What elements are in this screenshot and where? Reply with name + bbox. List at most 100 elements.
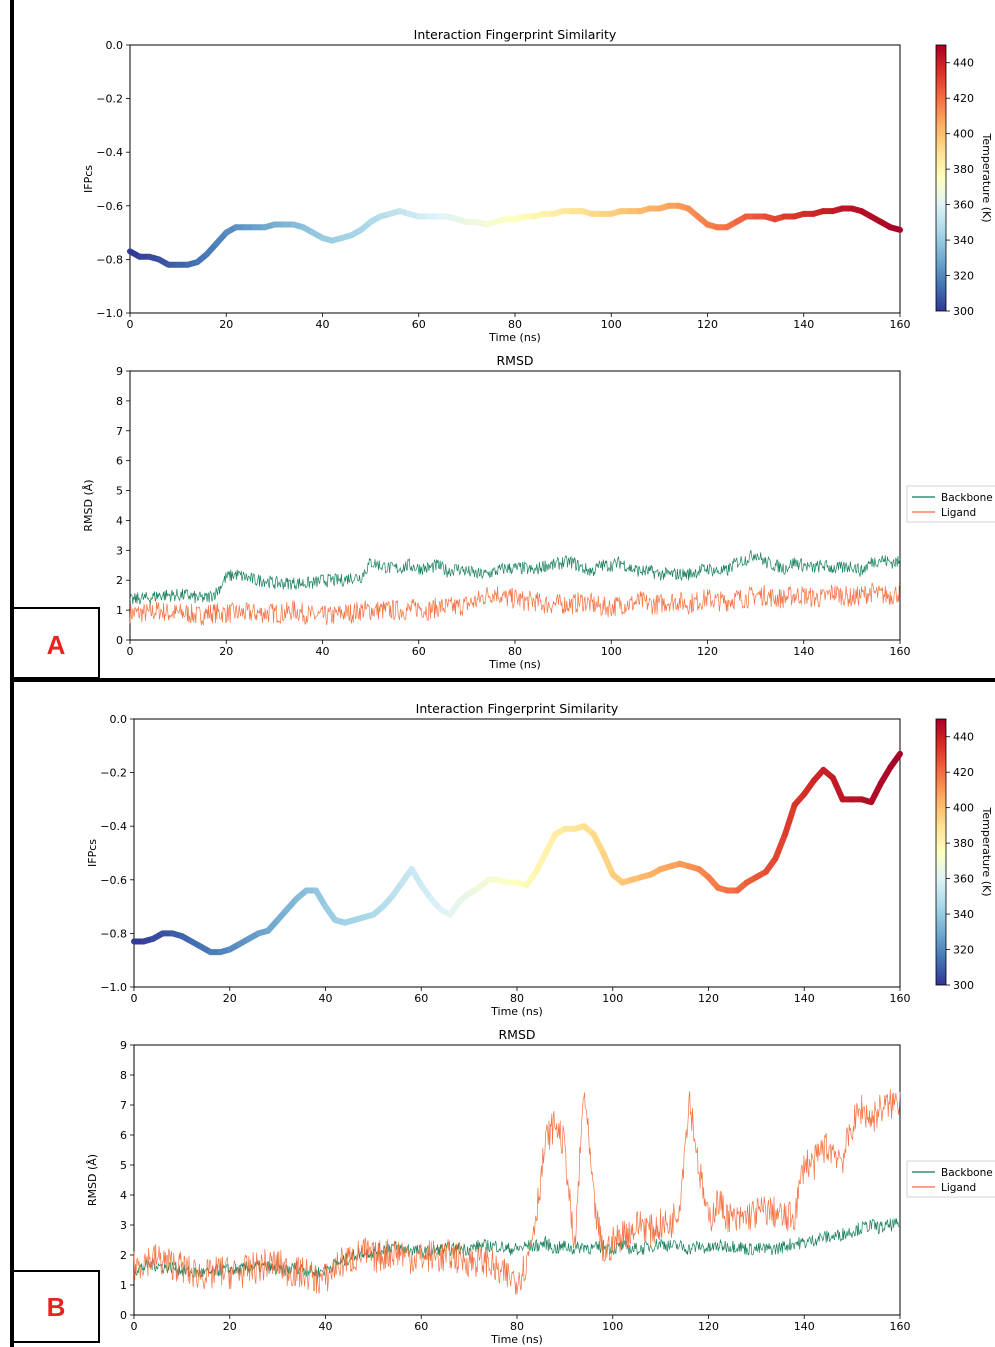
y-tick-label: 5 bbox=[120, 1159, 127, 1172]
chart-title: RMSD bbox=[496, 353, 533, 368]
ifp-segment bbox=[887, 750, 903, 771]
x-tick-label: 0 bbox=[127, 645, 134, 658]
colorbar-tick-label: 440 bbox=[953, 57, 974, 70]
chart-B-rmsd: RMSD 0 20 40 60 80 100 120 140 160 Time (ns) 0 1 2 3 4 5… bbox=[86, 1027, 995, 1346]
series-backbone bbox=[129, 549, 901, 605]
colorbar-tick-label: 300 bbox=[953, 305, 974, 318]
x-tick-label: 100 bbox=[602, 992, 623, 1005]
y-tick-label: −1.0 bbox=[96, 307, 123, 320]
y-tick-label: 0 bbox=[120, 1309, 127, 1322]
ifp-segment bbox=[868, 780, 884, 806]
colorbar-tick-label: 420 bbox=[953, 766, 974, 779]
ifp-series bbox=[131, 750, 903, 956]
ifp-segment bbox=[312, 887, 329, 910]
chart-title: RMSD bbox=[498, 1027, 535, 1042]
series-ligand bbox=[129, 582, 901, 626]
x-tick-label: 120 bbox=[698, 992, 719, 1005]
x-tick-label: 160 bbox=[890, 318, 911, 331]
y-tick-label: 7 bbox=[116, 425, 123, 438]
y-axis: 0.0 −0.2 −0.4 −0.6 −0.8 −1.0 bbox=[100, 713, 134, 994]
x-tick-label: 20 bbox=[223, 1320, 237, 1333]
y-tick-label: 0.0 bbox=[110, 713, 128, 726]
y-axis-label: IFPcs bbox=[82, 165, 95, 193]
panel-divider bbox=[10, 678, 995, 682]
x-tick-label: 140 bbox=[794, 992, 815, 1005]
x-tick-label: 60 bbox=[412, 645, 426, 658]
colorbar-tick-label: 360 bbox=[953, 873, 974, 886]
y-axis: 0 1 2 3 4 5 6 7 8 9 bbox=[120, 1039, 134, 1322]
y-tick-label: 6 bbox=[116, 455, 123, 468]
colorbar-tick-label: 300 bbox=[953, 979, 974, 992]
x-tick-label: 120 bbox=[698, 1320, 719, 1333]
x-tick-label: 100 bbox=[601, 318, 622, 331]
y-tick-label: 8 bbox=[120, 1069, 127, 1082]
x-axis: 0 20 40 60 80 100 120 140 160 bbox=[131, 987, 911, 1005]
plot-frame bbox=[129, 370, 901, 641]
colorbar-tick-label: 360 bbox=[953, 199, 974, 212]
colorbar-label: Temperature (K) bbox=[980, 807, 993, 897]
y-tick-label: 9 bbox=[120, 1039, 127, 1052]
y-tick-label: 6 bbox=[120, 1129, 127, 1142]
x-axis-label: Time (ns) bbox=[488, 331, 541, 344]
y-tick-label: 8 bbox=[116, 395, 123, 408]
legend: Backbone Ligand bbox=[906, 485, 995, 523]
chart-A-rmsd: RMSD 0 20 40 60 80 100 120 140 160 Time (ns) 0 1 2 3 4 5… bbox=[82, 353, 995, 671]
y-tick-label: 5 bbox=[116, 485, 123, 498]
colorbar-gradient bbox=[935, 44, 947, 312]
y-tick-label: 2 bbox=[116, 574, 123, 587]
colorbar-gradient bbox=[935, 718, 947, 986]
chart-title: Interaction Fingerprint Similarity bbox=[416, 701, 619, 716]
legend-box bbox=[906, 1160, 995, 1198]
legend-label-ligand: Ligand bbox=[941, 1182, 976, 1194]
ifp-segment bbox=[829, 774, 846, 803]
y-tick-label: −0.4 bbox=[96, 146, 123, 159]
colorbar-tick-label: 380 bbox=[953, 163, 974, 176]
ifp-segment bbox=[887, 224, 903, 233]
x-axis-label: Time (ns) bbox=[490, 1005, 543, 1018]
colorbar-tick-label: 320 bbox=[953, 944, 974, 957]
y-tick-label: 4 bbox=[116, 514, 123, 527]
y-tick-label: 0.0 bbox=[106, 39, 124, 52]
y-axis-label: RMSD (Å) bbox=[82, 479, 95, 531]
y-tick-label: 3 bbox=[116, 544, 123, 557]
ifp-segment bbox=[408, 866, 425, 889]
plot-frame bbox=[133, 1044, 901, 1316]
legend-box bbox=[906, 485, 995, 523]
plot-frame bbox=[129, 44, 901, 314]
colorbar-tick-label: 380 bbox=[953, 837, 974, 850]
ifp-segment bbox=[772, 831, 789, 862]
x-tick-label: 0 bbox=[131, 992, 138, 1005]
colorbar-tick-label: 340 bbox=[953, 908, 974, 921]
panel-b-label-box: B bbox=[12, 1270, 100, 1343]
ifp-segment bbox=[877, 764, 894, 787]
x-tick-label: 100 bbox=[601, 645, 622, 658]
x-axis-label: Time (ns) bbox=[488, 658, 541, 671]
ifp-segment bbox=[533, 850, 549, 875]
chart-A-ifp: Interaction Fingerprint Similarity 0 20 40 6… bbox=[82, 27, 993, 344]
ifp-segment bbox=[590, 831, 607, 856]
x-tick-label: 60 bbox=[414, 992, 428, 1005]
y-tick-label: 2 bbox=[120, 1249, 127, 1262]
x-axis: 0 20 40 60 80 100 120 140 160 bbox=[127, 640, 911, 658]
x-tick-label: 140 bbox=[793, 318, 814, 331]
y-axis-label: IFPcs bbox=[86, 839, 99, 867]
y-tick-label: −0.6 bbox=[96, 200, 123, 213]
y-tick-label: −0.2 bbox=[96, 93, 123, 106]
x-axis: 0 20 40 60 80 100 120 140 160 bbox=[127, 313, 911, 331]
x-tick-label: 140 bbox=[794, 1320, 815, 1333]
ifp-segment bbox=[542, 831, 559, 856]
x-tick-label: 60 bbox=[414, 1320, 428, 1333]
y-tick-label: 1 bbox=[120, 1279, 127, 1292]
y-tick-label: 1 bbox=[116, 604, 123, 617]
colorbar: 300 320 340 360 380 400 420 440 Temperature (K) bbox=[935, 44, 993, 318]
y-tick-label: −0.4 bbox=[100, 820, 127, 833]
colorbar-tick-label: 320 bbox=[953, 270, 974, 283]
chart-B-ifp: Interaction Fingerprint Similarity 0 20 40 6… bbox=[86, 701, 993, 1018]
x-tick-label: 80 bbox=[510, 992, 524, 1005]
panel-a-label-box: A bbox=[12, 607, 100, 679]
x-tick-label: 20 bbox=[223, 992, 237, 1005]
panel-b-label: B bbox=[47, 1292, 66, 1322]
ifp-segment bbox=[782, 801, 798, 838]
ifp-series bbox=[127, 202, 903, 268]
y-tick-label: −0.6 bbox=[100, 874, 127, 887]
